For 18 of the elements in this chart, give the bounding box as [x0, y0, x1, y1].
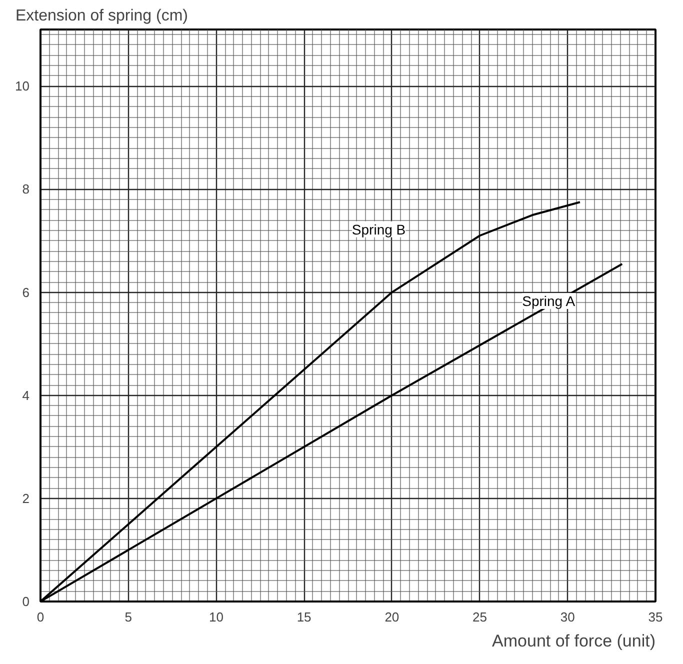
x-tick-label: 0 [36, 610, 44, 624]
x-tick-label: 20 [384, 610, 400, 624]
y-tick-label: 10 [15, 78, 30, 94]
x-axis-title: Amount of force (unit) [492, 632, 656, 650]
x-tick-label: 25 [472, 610, 488, 624]
x-tick-label: 30 [560, 610, 575, 624]
x-tick-label: 15 [296, 610, 312, 624]
x-tick-label: 35 [648, 610, 663, 624]
y-tick-label: 8 [22, 182, 30, 197]
y-tick-label: 0 [22, 594, 30, 609]
y-tick-label: 4 [22, 388, 30, 403]
text: Spring B [352, 221, 406, 238]
series-label: Spring A [522, 292, 576, 309]
y-tick-label: 2 [22, 490, 30, 506]
y-tick-label: 6 [22, 284, 30, 300]
y-axis-title: Extension of spring (cm) [16, 8, 188, 24]
x-tick-label: 5 [124, 610, 132, 624]
x-tick-label: 10 [208, 610, 224, 624]
